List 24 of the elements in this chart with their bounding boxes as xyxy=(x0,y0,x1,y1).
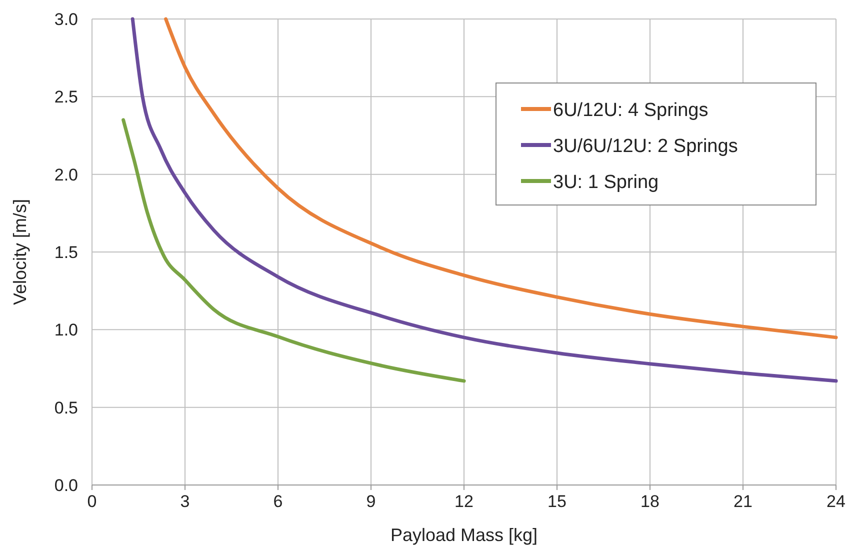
y-tick-label: 0.0 xyxy=(54,476,78,495)
x-tick-label: 6 xyxy=(273,492,283,511)
y-tick-label: 2.0 xyxy=(54,165,78,184)
x-tick-label: 0 xyxy=(87,492,97,511)
legend-label: 6U/12U: 4 Springs xyxy=(553,100,708,121)
y-tick-label: 0.5 xyxy=(54,398,78,418)
x-tick-label: 3 xyxy=(180,492,190,511)
legend-label: 3U/6U/12U: 2 Springs xyxy=(553,136,738,157)
y-tick-label: 2.5 xyxy=(54,88,78,107)
x-tick-label: 12 xyxy=(454,492,474,511)
y-tick-label: 1.0 xyxy=(54,320,78,340)
x-tick-label: 18 xyxy=(640,492,660,511)
x-tick-label: 24 xyxy=(826,492,846,511)
x-axis-title: Payload Mass [kg] xyxy=(390,525,538,545)
line-series xyxy=(164,17,838,340)
y-tick-label: 1.5 xyxy=(54,243,78,262)
x-tick-label: 21 xyxy=(734,492,752,511)
y-tick-label: 3.0 xyxy=(54,10,78,29)
x-tick-label: 15 xyxy=(548,492,566,511)
legend-label: 3U: 1 Spring xyxy=(553,172,659,193)
y-axis-title: Velocity [m/s] xyxy=(10,198,30,306)
x-tick-label: 9 xyxy=(366,492,376,511)
line-series xyxy=(130,17,838,383)
line-series xyxy=(122,118,466,383)
